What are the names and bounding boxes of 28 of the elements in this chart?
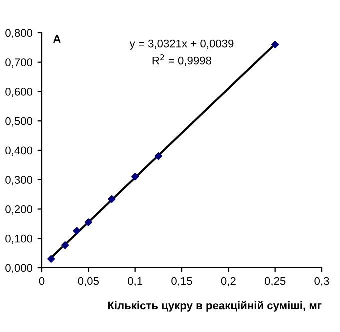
point bbox=[84, 218, 92, 226]
x-tick-label: 0,15 bbox=[172, 277, 192, 286]
y-tick-label: 0,000 bbox=[6, 264, 33, 274]
point bbox=[48, 255, 56, 263]
point bbox=[73, 227, 81, 235]
x-axis-title: Кількість цукру в реакційній суміші, мг bbox=[108, 301, 322, 312]
y-tick-label: 0,500 bbox=[6, 117, 33, 127]
x-tick-label: 0,3 bbox=[314, 277, 330, 286]
y-tick-label: 0,700 bbox=[6, 58, 33, 68]
y-tick-label: 0,800 bbox=[6, 29, 33, 38]
y-tick-label: 0,600 bbox=[6, 88, 33, 98]
x-tick-label: 0 bbox=[39, 277, 45, 286]
point bbox=[154, 152, 162, 160]
point bbox=[62, 242, 70, 250]
point bbox=[272, 40, 280, 49]
x-tick-label: 0,1 bbox=[128, 277, 143, 286]
annotation: y = 3,0321x + 0,0039 bbox=[130, 40, 234, 50]
y-tick-label: 0,300 bbox=[6, 176, 33, 186]
annotation: A bbox=[53, 35, 61, 43]
y-tick-label: 0,100 bbox=[6, 234, 33, 244]
point bbox=[132, 173, 140, 181]
point bbox=[108, 195, 116, 204]
x-tick-label: 0,05 bbox=[78, 277, 100, 286]
y-tick-label: 0,200 bbox=[6, 206, 33, 215]
x-tick-label: 0,25 bbox=[264, 277, 286, 286]
x-tick-label: 0,2 bbox=[221, 277, 236, 286]
y-tick-label: 0,400 bbox=[6, 146, 33, 156]
annotation: R$^{2}$ = 0,9998 bbox=[152, 54, 212, 66]
